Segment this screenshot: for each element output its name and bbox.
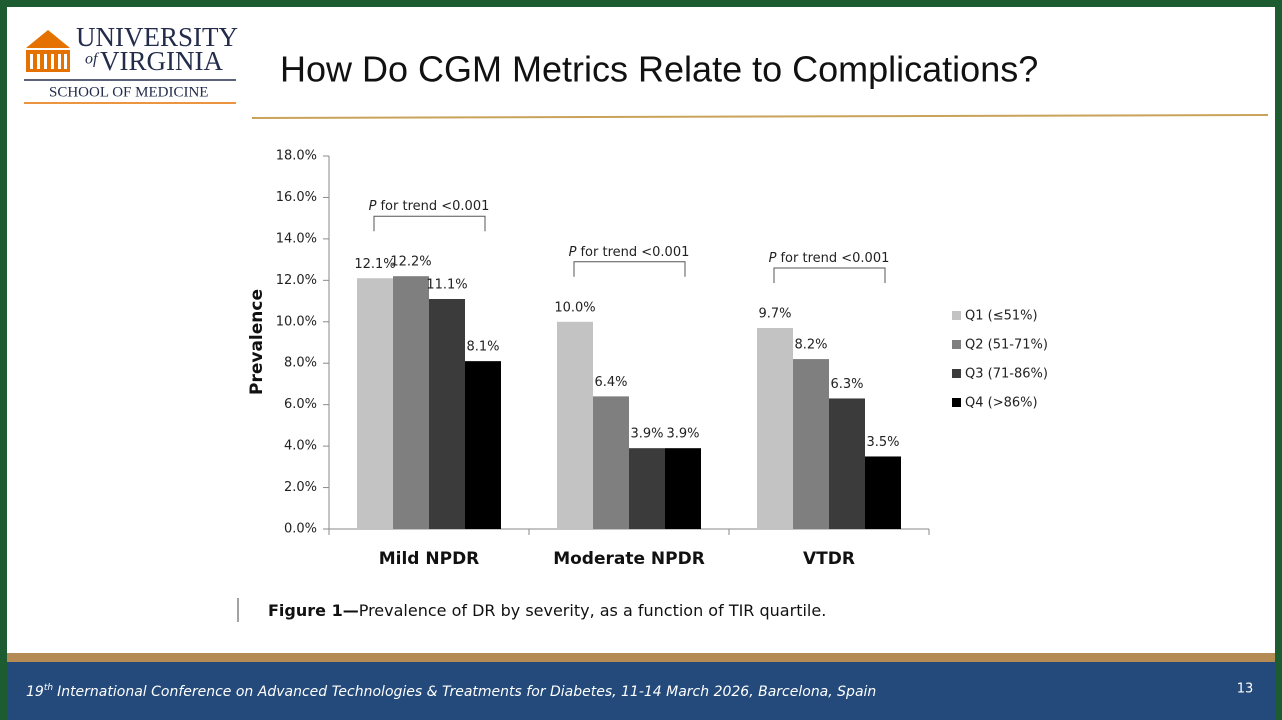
- bar: [465, 361, 501, 529]
- value-label: 8.2%: [794, 338, 827, 353]
- y-tick-label: 4.0%: [284, 439, 317, 454]
- trend-text: for trend <0.001: [780, 250, 889, 265]
- footer-text: 19th International Conference on Advanced…: [26, 683, 876, 701]
- value-label: 3.5%: [866, 435, 899, 450]
- y-tick-label: 12.0%: [276, 273, 317, 288]
- trend-p: P: [369, 199, 377, 214]
- logo-columns: [30, 54, 67, 69]
- value-label: 11.1%: [426, 277, 467, 292]
- bar: [865, 456, 901, 529]
- value-label: 3.9%: [666, 427, 699, 442]
- y-tick-label: 6.0%: [284, 397, 317, 412]
- bar: [665, 448, 701, 529]
- value-label: 6.4%: [594, 375, 627, 390]
- trend-text: for trend <0.001: [580, 244, 689, 259]
- y-tick-label: 16.0%: [276, 190, 317, 205]
- value-label: 3.9%: [630, 427, 663, 442]
- value-label: 12.1%: [354, 257, 395, 272]
- y-tick-label: 8.0%: [284, 356, 317, 371]
- bar-chart: 0.0% 2.0% 4.0% 6.0% 8.0% 10.0% 12.0% 14.0% 16.0%…: [276, 149, 1048, 570]
- y-tick-label: 10.0%: [276, 314, 317, 329]
- slide-title: How Do CGM Metrics Relate to Complicatio…: [280, 49, 1038, 90]
- footer-bar: [7, 662, 1275, 720]
- bar: [793, 359, 829, 529]
- value-label: 6.3%: [830, 377, 863, 392]
- trend-bracket: [773, 267, 886, 283]
- footer-sup: th: [44, 683, 54, 693]
- footer-conference: International Conference on Advanced Tec…: [57, 684, 876, 700]
- x-tick-label: VTDR: [803, 549, 855, 569]
- legend-label: Q2 (51-71%): [965, 338, 1048, 353]
- x-tick-label: Mild NPDR: [379, 549, 480, 569]
- trend-bracket: [573, 261, 686, 277]
- value-label: 8.1%: [466, 340, 499, 355]
- page-number: 13: [1237, 682, 1254, 697]
- y-tick-label: 2.0%: [284, 480, 317, 495]
- trend-text: for trend <0.001: [380, 199, 489, 214]
- footer-ordinal: 19: [26, 684, 44, 700]
- y-tick-label: 14.0%: [276, 231, 317, 246]
- caption-text: Prevalence of DR by severity, as a funct…: [359, 601, 827, 620]
- y-tick-label: 18.0%: [276, 149, 317, 164]
- logo: UNIVERSITY of VIRGINIA SCHOOL OF MEDICIN…: [24, 22, 238, 104]
- footer-strip: [7, 653, 1275, 662]
- logo-line2: VIRGINIA: [100, 46, 223, 76]
- y-tick-label: 0.0%: [284, 522, 317, 537]
- legend-swatch: [952, 311, 961, 320]
- legend-label: Q4 (>86%): [965, 396, 1038, 411]
- value-label: 10.0%: [554, 300, 595, 315]
- x-tick-label: Moderate NPDR: [553, 549, 705, 569]
- trend-p: P: [769, 250, 777, 265]
- logo-of: of: [85, 51, 100, 68]
- logo-line3: SCHOOL OF MEDICINE: [49, 84, 208, 100]
- bar: [829, 398, 865, 529]
- logo-dome: [26, 30, 70, 48]
- bar: [429, 298, 465, 529]
- title-rule: [252, 114, 1268, 119]
- legend-swatch: [952, 340, 961, 349]
- value-label: 12.2%: [390, 255, 431, 270]
- legend-label: Q3 (71-86%): [965, 367, 1048, 382]
- legend-swatch: [952, 398, 961, 407]
- value-label: 9.7%: [758, 306, 791, 321]
- caption-label: Figure 1—: [268, 601, 359, 620]
- bar: [557, 321, 593, 529]
- y-axis-title: Prevalence: [247, 289, 267, 395]
- trend-p: P: [569, 244, 577, 259]
- bar: [757, 327, 793, 529]
- bar: [357, 278, 393, 529]
- bar: [393, 276, 429, 529]
- legend-label: Q1 (≤51%): [965, 309, 1038, 324]
- legend-swatch: [952, 369, 961, 378]
- bar: [629, 448, 665, 529]
- logo-line1: UNIVERSITY: [76, 22, 238, 52]
- trend-bracket: [373, 215, 486, 232]
- figure-caption: Figure 1—Prevalence of DR by severity, a…: [268, 601, 826, 620]
- bar: [593, 396, 629, 529]
